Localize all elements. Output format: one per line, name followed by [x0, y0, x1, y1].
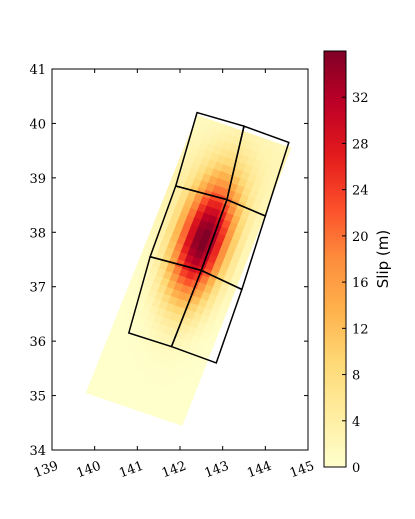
- y-tick-label: 36: [29, 335, 46, 350]
- colorbar-tick-label: 20: [352, 230, 369, 245]
- colorbar-tick-label: 12: [352, 322, 369, 337]
- colorbar-ticks: 0 4 8 12 16 20 24 28 32: [342, 91, 369, 476]
- x-tick-label: 140: [75, 459, 103, 482]
- colorbar: 0 4 8 12 16 20 24 28 32 Slip (m): [323, 50, 392, 476]
- y-tick-label: 40: [29, 117, 46, 132]
- y-tick-label: 37: [29, 281, 46, 296]
- colorbar-tick-label: 24: [352, 184, 369, 199]
- fault-segment: [170, 269, 243, 364]
- colorbar-tick-label: 4: [352, 415, 360, 430]
- y-tick-label: 35: [29, 390, 46, 405]
- y-tick-label: 38: [29, 226, 46, 241]
- colorbar-bar: [323, 50, 347, 468]
- colorbar-tick-label: 32: [352, 91, 369, 106]
- x-tick-label: 141: [117, 459, 145, 482]
- colorbar-tick-label: 16: [352, 276, 369, 291]
- plot-area: 139 140 141 142 143 144 145 34 35 36 37 38 39 40 41: [29, 63, 316, 481]
- x-tick-label: 142: [160, 459, 188, 482]
- fault-segments: [127, 111, 290, 364]
- colorbar-tick-label: 28: [352, 137, 369, 152]
- colorbar-title: Slip (m): [374, 230, 392, 288]
- x-tick-label: 144: [245, 459, 273, 482]
- slip-cells: [85, 114, 292, 426]
- y-axis: 34 35 36 37 38 39 40 41: [29, 63, 308, 459]
- x-tick-label: 139: [32, 459, 60, 482]
- x-tick-label: 145: [288, 459, 316, 482]
- y-tick-label: 39: [29, 172, 46, 187]
- y-tick-label: 41: [29, 63, 46, 78]
- colorbar-tick-label: 0: [352, 461, 360, 476]
- colorbar-tick-label: 8: [352, 369, 360, 384]
- y-tick-label: 34: [29, 444, 46, 459]
- x-tick-label: 143: [203, 459, 231, 482]
